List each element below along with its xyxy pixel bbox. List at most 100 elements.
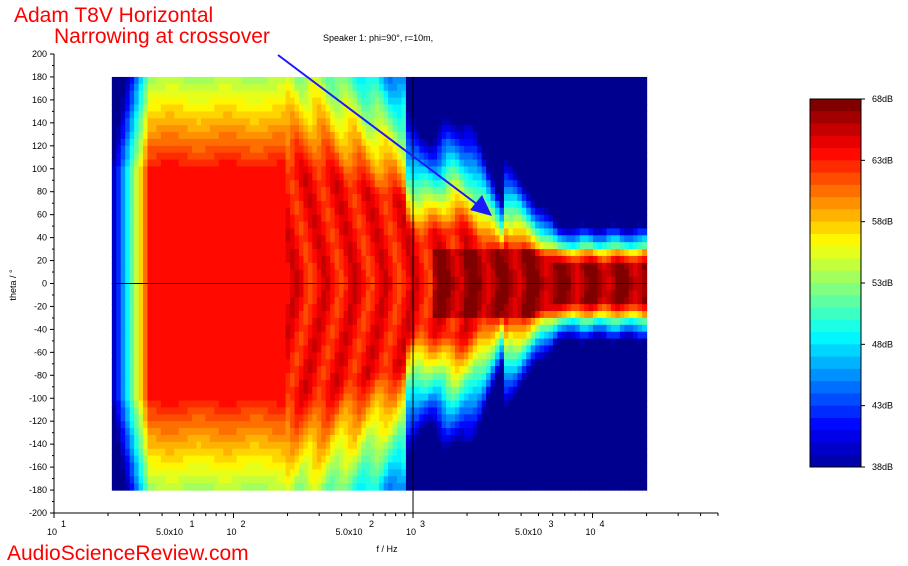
heatmap-cell: [414, 345, 420, 353]
heatmap-cell: [334, 97, 340, 106]
heatmap-cell: [397, 90, 403, 99]
heatmap-cell: [120, 476, 126, 484]
heatmap-cell: [459, 262, 465, 271]
heatmap-cell: [227, 187, 233, 195]
heatmap-cell: [405, 324, 411, 333]
heatmap-cell: [383, 331, 389, 340]
heatmap-cell: [205, 221, 211, 230]
heatmap-cell: [192, 214, 198, 223]
heatmap-cell: [147, 386, 153, 395]
heatmap-cell: [209, 269, 215, 278]
heatmap-cell: [267, 269, 273, 278]
heatmap-cell: [316, 269, 322, 278]
heatmap-cell: [174, 83, 180, 92]
heatmap-cell: [450, 366, 456, 374]
heatmap-cell: [330, 483, 336, 491]
heatmap-cell: [138, 180, 144, 188]
heatmap-cell: [374, 428, 380, 436]
heatmap-cell: [343, 304, 349, 312]
heatmap-cell: [343, 297, 349, 305]
heatmap-cell: [156, 249, 162, 257]
heatmap-cell: [374, 262, 380, 271]
heatmap-cell: [241, 132, 247, 140]
heatmap-cell: [463, 152, 469, 161]
heatmap-cell: [321, 221, 327, 230]
heatmap-cell: [116, 407, 122, 415]
heatmap-cell: [281, 187, 287, 195]
heatmap-cell: [232, 476, 238, 484]
heatmap-cell: [134, 200, 140, 209]
heatmap-cell: [245, 441, 251, 450]
heatmap-cell: [267, 462, 273, 470]
heatmap-cell: [432, 111, 438, 119]
heatmap-cell: [325, 331, 331, 340]
heatmap-cell: [187, 476, 193, 484]
heatmap-cell: [321, 180, 327, 188]
heatmap-cell: [459, 228, 465, 236]
heatmap-cell: [379, 304, 385, 312]
heatmap-cell: [405, 132, 411, 140]
heatmap-cell: [236, 338, 242, 347]
heatmap-cell: [290, 345, 296, 353]
heatmap-cell: [348, 386, 354, 395]
heatmap-cell: [178, 386, 184, 395]
heatmap-cell: [450, 104, 456, 112]
heatmap-cell: [303, 434, 309, 443]
heatmap-cell: [156, 118, 162, 126]
heatmap-cell: [441, 242, 447, 250]
heatmap-cell: [343, 352, 349, 360]
heatmap-cell: [174, 228, 180, 236]
heatmap-cell: [205, 448, 211, 457]
heatmap-cell: [405, 407, 411, 415]
heatmap-cell: [276, 448, 282, 457]
heatmap-cell: [330, 207, 336, 216]
heatmap-cell: [388, 207, 394, 216]
heatmap-cell: [183, 200, 189, 209]
heatmap-cell: [365, 400, 371, 409]
heatmap-cell: [459, 297, 465, 305]
heatmap-cell: [272, 283, 278, 291]
heatmap-cell: [218, 304, 224, 312]
heatmap-cell: [299, 469, 305, 477]
heatmap-cell: [272, 242, 278, 250]
heatmap-cell: [454, 180, 461, 188]
heatmap-cell: [361, 214, 367, 223]
heatmap-cell: [419, 421, 425, 429]
heatmap-cell: [339, 152, 345, 161]
heatmap-cell: [151, 276, 158, 285]
heatmap-cell: [312, 187, 318, 195]
heatmap-cell: [290, 421, 296, 429]
heatmap-cell: [160, 207, 166, 216]
heatmap-cell: [129, 428, 135, 436]
heatmap-cell: [120, 455, 126, 464]
heatmap-cell: [245, 324, 251, 333]
heatmap-cell: [209, 159, 215, 168]
heatmap-cell: [348, 194, 354, 202]
heatmap-cell: [339, 407, 345, 415]
heatmap-cell: [174, 97, 180, 106]
heatmap-cell: [276, 428, 282, 436]
heatmap-cell: [169, 145, 175, 154]
heatmap-cell: [397, 221, 403, 230]
heatmap-cell: [441, 476, 447, 484]
heatmap-cell: [245, 187, 251, 195]
heatmap-cell: [312, 104, 318, 112]
heatmap-cell: [397, 304, 403, 312]
heatmap-cell: [307, 83, 313, 92]
heatmap-cell: [428, 249, 434, 257]
heatmap-cell: [111, 180, 117, 188]
heatmap-cell: [312, 194, 318, 202]
heatmap-cell: [272, 366, 278, 374]
heatmap-cell: [138, 428, 144, 436]
heatmap-cell: [423, 262, 429, 271]
heatmap-cell: [116, 324, 122, 333]
heatmap-cell: [446, 407, 452, 415]
heatmap-cell: [463, 180, 469, 188]
heatmap-cell: [156, 228, 162, 236]
heatmap-cell: [249, 255, 256, 264]
heatmap-cell: [174, 132, 180, 140]
heatmap-cell: [192, 483, 198, 491]
heatmap-cell: [151, 421, 158, 429]
heatmap-cell: [151, 166, 158, 174]
heatmap-cell: [232, 324, 238, 333]
